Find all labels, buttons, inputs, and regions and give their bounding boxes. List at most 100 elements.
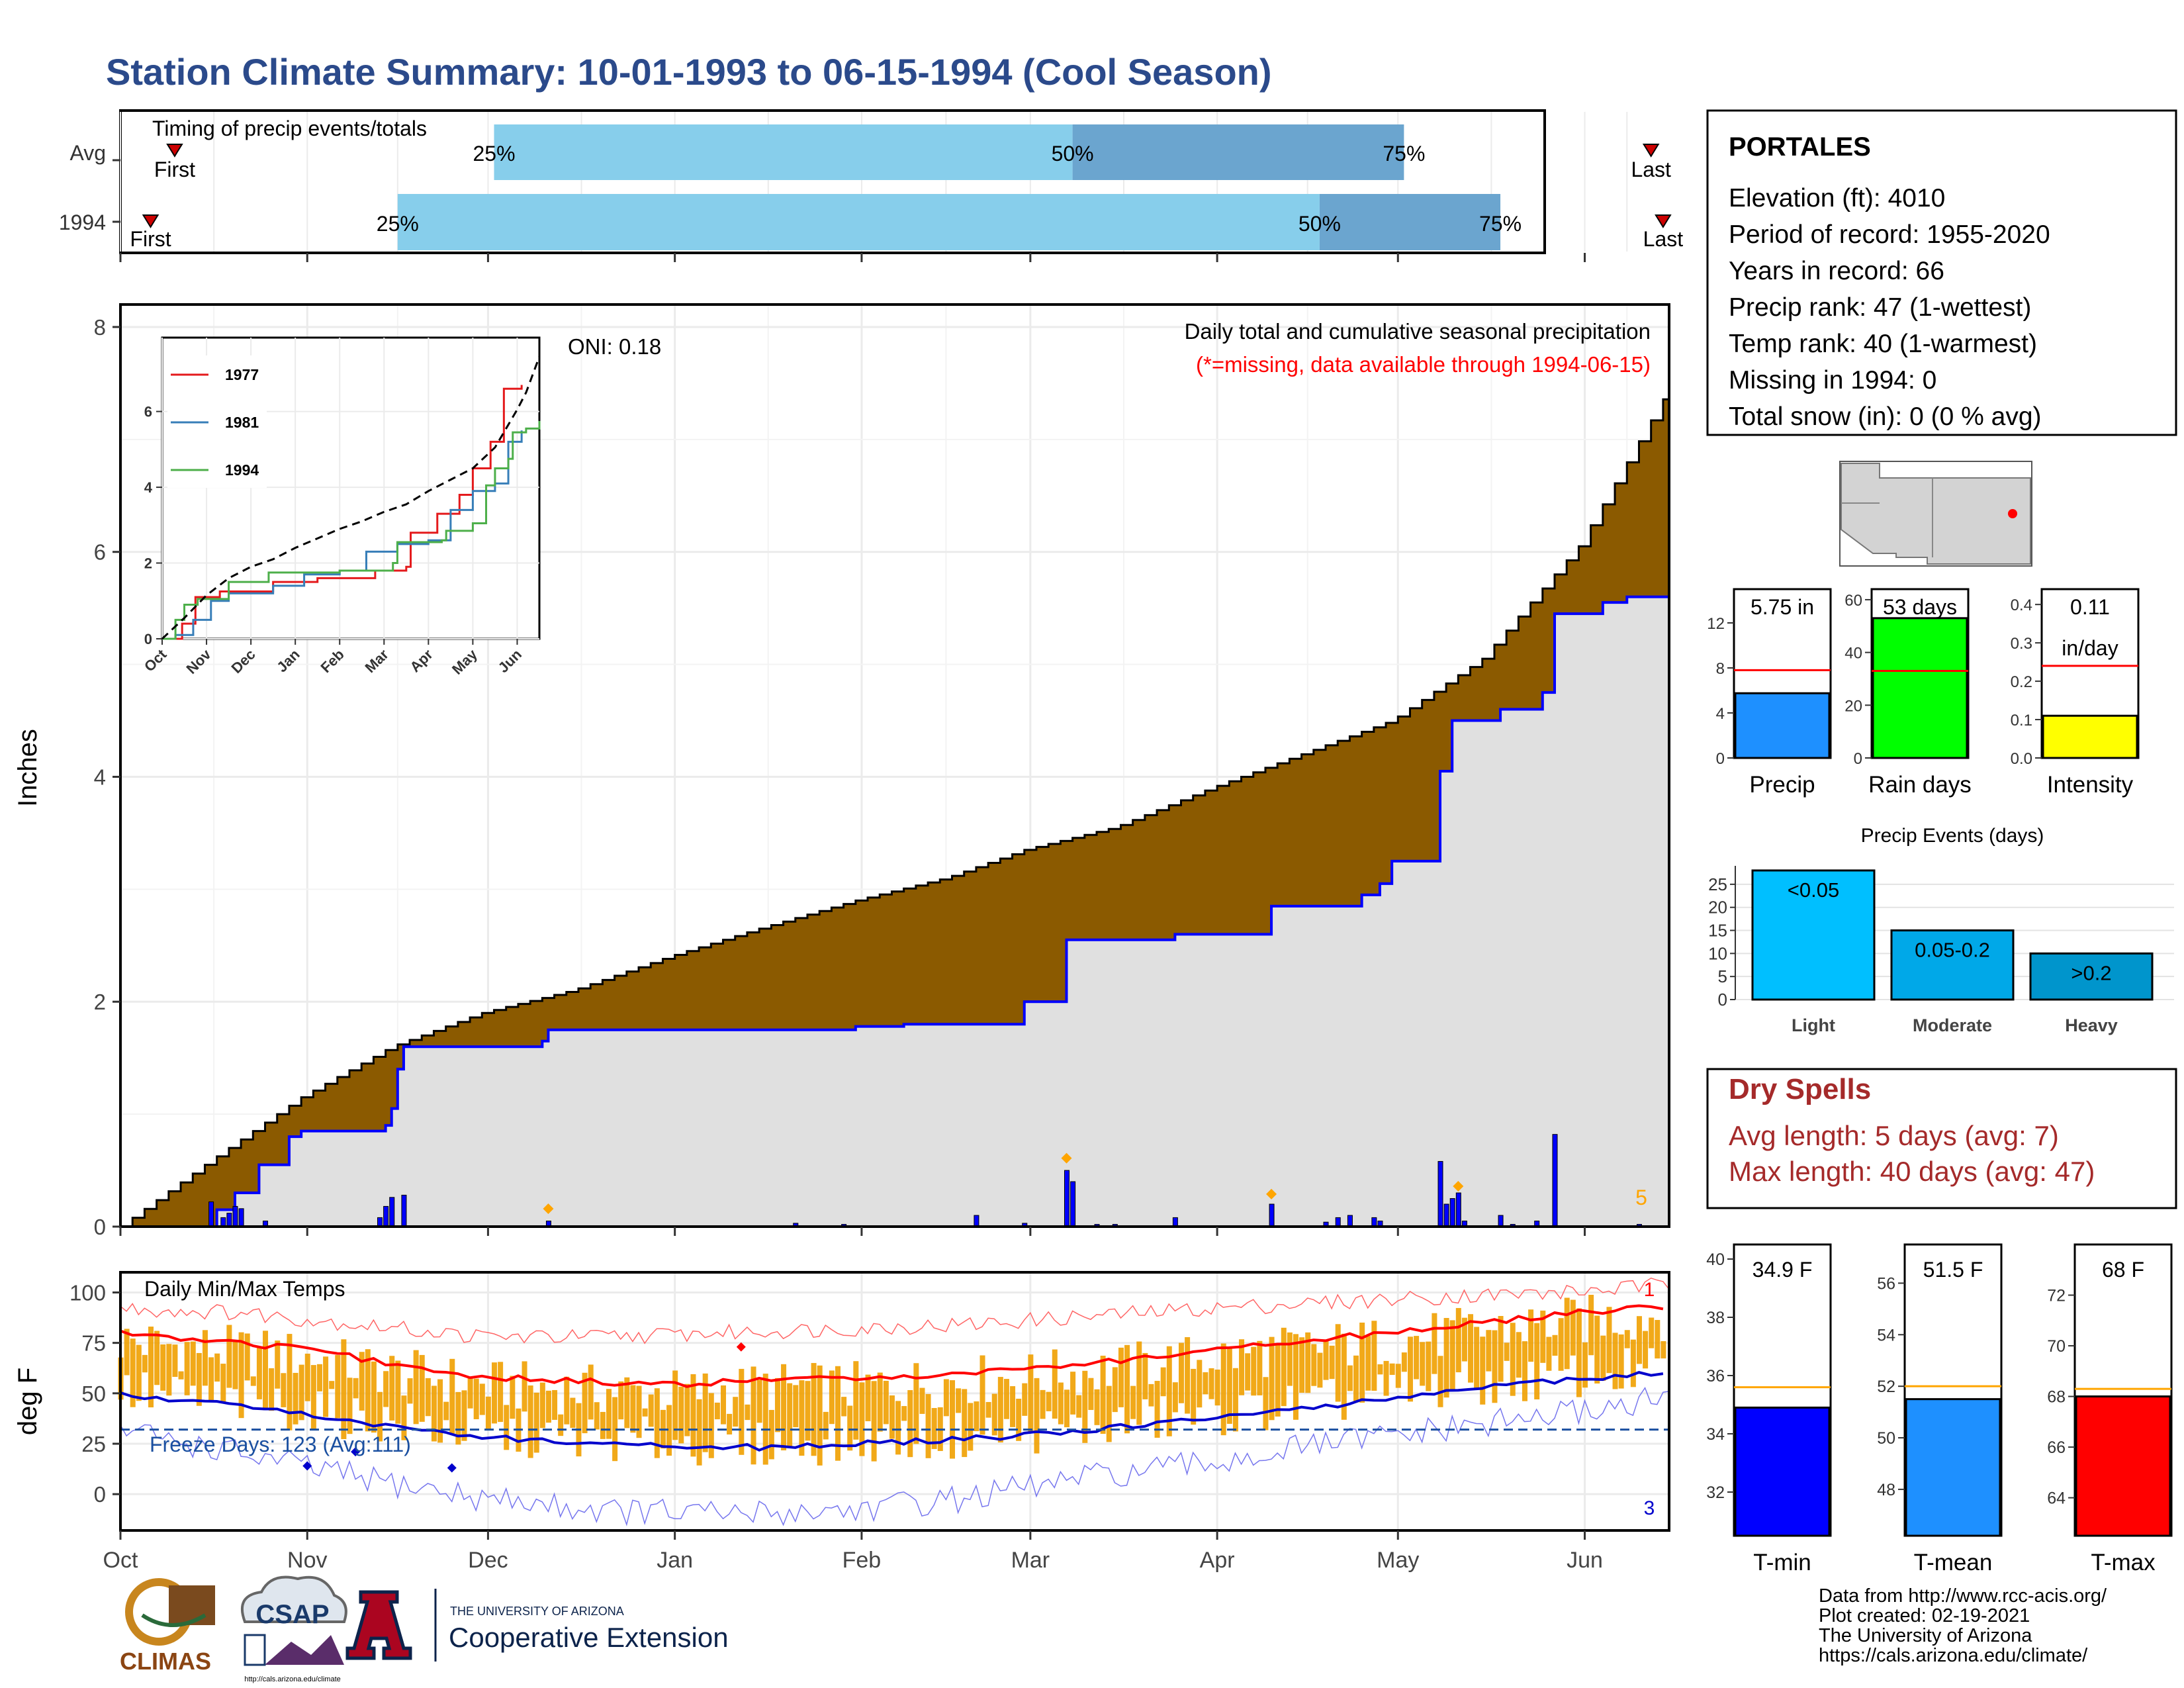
events-bar-heavy: [2029, 952, 2154, 1001]
daily-temp-range-bar: [1208, 1368, 1214, 1399]
station-line: Elevation (ft): 4010: [1729, 184, 1945, 212]
record-temp-marker: [447, 1463, 457, 1473]
temp-ytick-label: 25: [81, 1432, 106, 1456]
daily-temp-range-bar: [1281, 1327, 1287, 1407]
daily-temp-range-bar: [341, 1339, 347, 1440]
inset-legend-label: 1977: [225, 366, 259, 383]
daily-temp-range-bar: [275, 1340, 281, 1389]
daily-precip-bar: [1064, 1170, 1069, 1227]
daily-temp-range-bar: [263, 1331, 269, 1411]
daily-temp-range-bar: [642, 1408, 648, 1417]
daily-temp-range-bar: [811, 1363, 817, 1456]
csap-logo: CSAP http://cals.arizona.edu/climate: [241, 1575, 347, 1683]
daily-temp-range-bar: [1178, 1342, 1184, 1403]
mini-bar-ytick-label: 0: [1854, 750, 1862, 768]
daily-temp-range-bar: [1106, 1385, 1112, 1442]
daily-temp-range-bar: [1552, 1335, 1558, 1356]
events-ytick-label: 25: [1708, 874, 1727, 894]
daily-temp-range-bar: [768, 1409, 774, 1460]
footer-line: Data from http://www.rcc-acis.org/: [1819, 1585, 2107, 1607]
daily-temp-range-bar: [968, 1403, 974, 1451]
daily-temp-range-bar: [666, 1405, 672, 1456]
daily-temp-range-bar: [316, 1364, 322, 1391]
observed-cumulative-line: [120, 580, 1670, 1228]
last-event-marker: [1655, 214, 1672, 228]
daily-temp-range-bar: [281, 1373, 287, 1407]
ua-name: THE UNIVERSITY OF ARIZONA: [450, 1605, 624, 1618]
daily-temp-range-bar: [1064, 1389, 1069, 1428]
mini-bar-ytick-label: 4: [1716, 705, 1725, 723]
ua-cooperative-extension: Cooperative Extension: [449, 1622, 729, 1653]
inset-average-line: [161, 356, 541, 640]
daily-temp-range-bar: [877, 1372, 883, 1432]
daily-temp-range-bar: [401, 1395, 407, 1440]
daily-temp-range-bar: [1504, 1342, 1510, 1361]
events-bar-label: <0.05: [1788, 878, 1839, 902]
mini-temp-ytick-label: 64: [2047, 1489, 2066, 1508]
daily-temp-range-bar: [377, 1391, 383, 1442]
record-temp-marker: [736, 1342, 746, 1352]
mini-bar-ytick-label: 0.4: [2011, 596, 2032, 614]
events-title: Precip Events (days): [1861, 825, 2044, 847]
daily-temp-range-bar: [612, 1397, 618, 1462]
daily-temp-range-bar: [1293, 1334, 1298, 1420]
daily-temp-range-bar: [510, 1376, 516, 1419]
daily-temp-range-bar: [365, 1349, 371, 1432]
station-line: Total snow (in): 0 (0 % avg): [1729, 402, 2042, 431]
daily-temp-range-bar: [504, 1405, 510, 1450]
daily-temp-range-bar: [256, 1346, 262, 1399]
events-ytick-label: 5: [1718, 966, 1727, 986]
precip-note: Daily total and cumulative seasonal prec…: [1185, 319, 1651, 344]
mini-bar-value-label: 53 days: [1883, 595, 1957, 619]
daily-temp-range-bar: [1455, 1307, 1461, 1373]
x-month-label: Jan: [657, 1548, 693, 1573]
daily-temp-range-bar: [991, 1393, 997, 1436]
daily-temp-range-bar: [1395, 1364, 1401, 1388]
daily-precip-bar: [389, 1197, 395, 1227]
daily-temp-range-bar: [1323, 1340, 1329, 1380]
daily-precip-bar: [1449, 1198, 1455, 1227]
mini-bar-ytick-label: 0.0: [2011, 750, 2032, 768]
daily-temp-range-bar: [1498, 1316, 1504, 1382]
daily-temp-range-bar: [733, 1397, 739, 1427]
station-line: Years in record: 66: [1729, 257, 1944, 285]
mini-temp-label: T-max: [2091, 1550, 2156, 1575]
events-ytick-label: 0: [1718, 990, 1727, 1009]
daily-temp-range-bar: [304, 1353, 310, 1401]
mini-precip-intensity: 0.11 in/day 0.0 0.1 0.2 0.3 0.4 Intensity: [2011, 588, 2140, 798]
temp-max-count: 1: [1644, 1279, 1655, 1301]
daily-temp-range-bar: [323, 1356, 329, 1417]
daily-temp-range-bar: [1443, 1317, 1449, 1398]
daily-precip-bar: [1498, 1215, 1504, 1227]
x-month-label: Dec: [468, 1548, 508, 1573]
daily-temp-range-bar: [1486, 1330, 1492, 1372]
daily-temp-range-bar: [1347, 1365, 1353, 1391]
temp-ylabel: deg F: [13, 1368, 42, 1435]
daily-temp-range-bar: [335, 1355, 341, 1419]
daily-precip-bar: [974, 1215, 979, 1227]
daily-temp-range-bar: [1317, 1352, 1323, 1388]
station-line: Missing in 1994: 0: [1729, 366, 1936, 395]
avg-cumulative-line: [120, 398, 1669, 1228]
daily-temp-range-bar: [347, 1378, 353, 1434]
daily-temp-range-bar: [1407, 1336, 1413, 1402]
daily-temp-range-bar: [1414, 1336, 1420, 1380]
mini-temp-value: [2075, 1395, 2171, 1537]
events-ytick-label: 10: [1708, 943, 1727, 963]
daily-precip-bar: [1552, 1134, 1558, 1227]
footer-line: The University of Arizona: [1819, 1625, 2032, 1646]
daily-temp-range-bar: [437, 1379, 443, 1443]
daily-temp-range-bar: [1432, 1313, 1437, 1374]
mini-temp-ytick-label: 52: [1877, 1378, 1895, 1396]
inset-ytick-label: 2: [144, 555, 152, 572]
mini-temp-t-mean: 51.5 F 48 50 52 54 56 T-mean: [1877, 1243, 2003, 1575]
daily-temp-range-bar: [1624, 1330, 1630, 1348]
daily-temp-range-bar: [1522, 1341, 1527, 1401]
daily-temp-range-bar: [847, 1405, 853, 1451]
daily-temp-range-bar: [913, 1363, 919, 1444]
daily-temp-range-bar: [1185, 1336, 1191, 1414]
heavy-event-marker: [1266, 1188, 1277, 1199]
mini-bar-value-label: 5.75 in: [1751, 595, 1814, 619]
timing-p50-label: 50%: [1052, 142, 1094, 165]
